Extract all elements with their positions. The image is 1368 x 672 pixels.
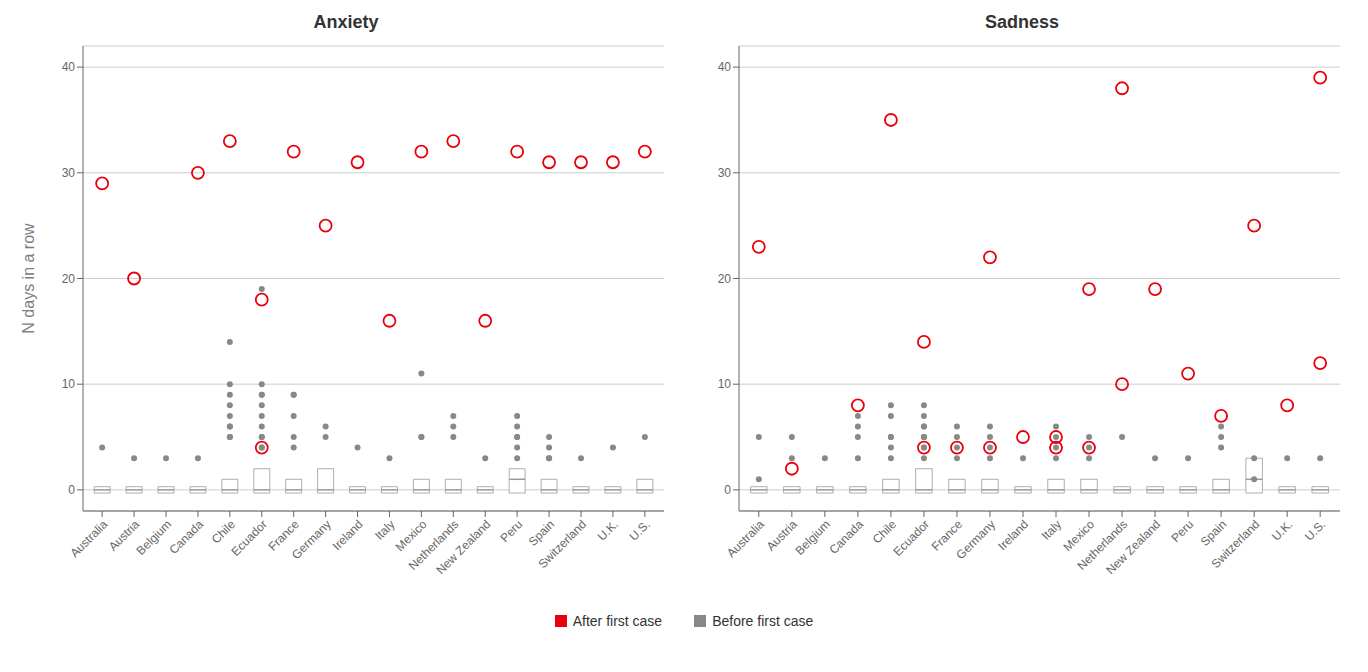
svg-text:Canada: Canada [826, 517, 866, 557]
svg-text:40: 40 [62, 60, 76, 74]
svg-text:U.K.: U.K. [595, 517, 621, 543]
html-text:After first case: After first case [572, 613, 663, 629]
svg-text:Belgium: Belgium [792, 517, 833, 558]
svg-text:Peru: Peru [497, 517, 525, 545]
svg-text:Mexico: Mexico [1060, 517, 1098, 554]
svg-text:France: France [928, 517, 966, 554]
svg-text:Peru: Peru [1168, 517, 1196, 545]
svg-text:10: 10 [718, 377, 732, 391]
svg-text:0: 0 [68, 483, 75, 497]
svg-text:France: France [265, 517, 302, 554]
html-text:Sadness: Sadness [985, 12, 1059, 32]
svg-text:Germany: Germany [289, 517, 334, 562]
svg-text:Netherlands: Netherlands [405, 517, 462, 573]
svg-text:20: 20 [718, 272, 732, 286]
svg-text:Canada: Canada [166, 517, 206, 557]
svg-text:Australia: Australia [724, 517, 767, 560]
svg-text:New Zealand: New Zealand [433, 517, 493, 577]
svg-text:Italy: Italy [1039, 517, 1064, 542]
svg-text:Mexico: Mexico [392, 517, 430, 554]
svg-text:N days in a row: N days in a row [20, 223, 37, 334]
svg-text:U.K.: U.K. [1269, 517, 1295, 543]
svg-text:Ecuador: Ecuador [891, 517, 933, 559]
svg-text:U.S.: U.S. [1302, 517, 1328, 543]
svg-text:Italy: Italy [372, 517, 397, 542]
svg-text:10: 10 [62, 377, 76, 391]
svg-text:Netherlands: Netherlands [1074, 517, 1131, 573]
svg-text:Spain: Spain [525, 517, 558, 549]
svg-text:Chile: Chile [870, 517, 899, 546]
svg-text:30: 30 [62, 166, 76, 180]
html-text:Anxiety: Anxiety [313, 12, 379, 32]
svg-text:Australia: Australia [67, 517, 110, 560]
svg-text:0: 0 [724, 483, 731, 497]
svg-text:Switzerland: Switzerland [1209, 517, 1263, 571]
svg-text:Chile: Chile [208, 517, 238, 547]
svg-text:40: 40 [718, 60, 732, 74]
svg-text:U.S.: U.S. [627, 517, 653, 543]
svg-text:Austria: Austria [763, 517, 800, 554]
svg-text:Belgium: Belgium [134, 517, 175, 558]
svg-text:30: 30 [718, 166, 732, 180]
svg-text:Spain: Spain [1197, 517, 1230, 549]
svg-text:Germany: Germany [953, 517, 998, 562]
html-text:Before first case: Before first case [712, 613, 814, 629]
svg-text:Austria: Austria [105, 517, 143, 554]
svg-text:20: 20 [62, 272, 76, 286]
svg-text:Switzerland: Switzerland [535, 517, 589, 571]
svg-text:Ecuador: Ecuador [228, 517, 270, 559]
svg-text:Ireland: Ireland [330, 517, 366, 553]
svg-text:Ireland: Ireland [995, 517, 1031, 553]
svg-text:New Zealand: New Zealand [1103, 517, 1163, 577]
